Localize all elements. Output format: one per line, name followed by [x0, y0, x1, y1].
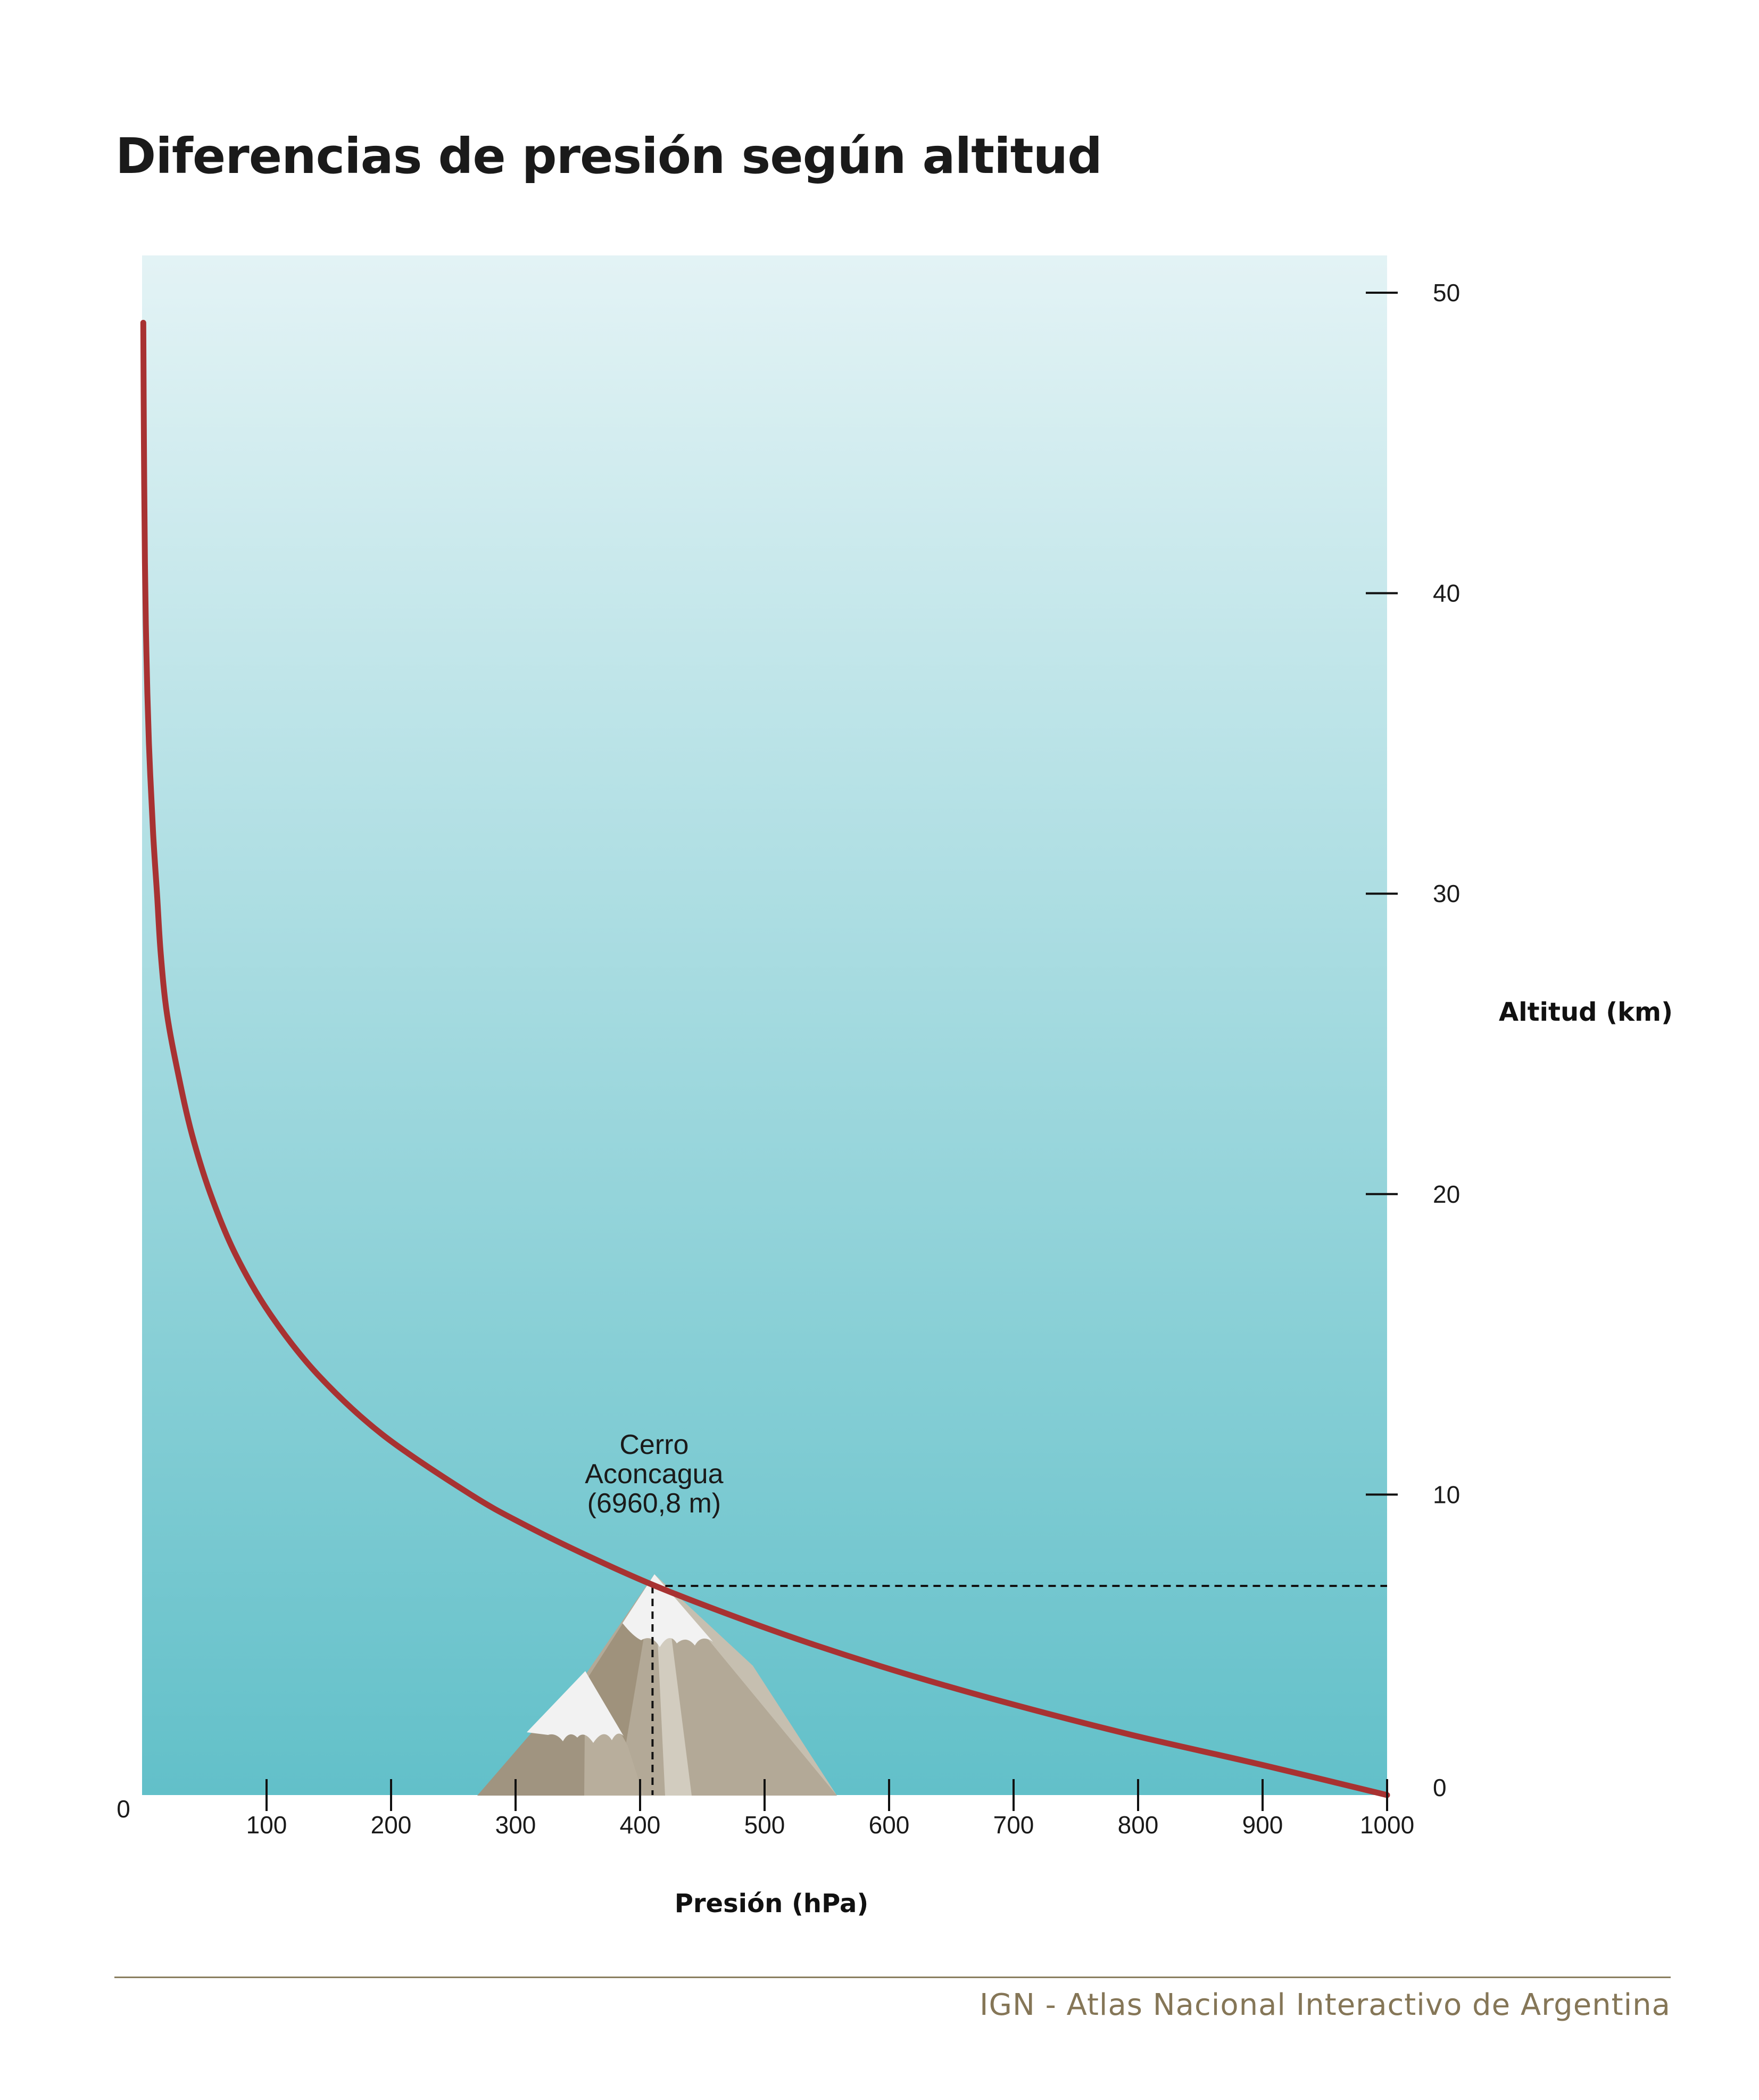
- snow-cap-main: [623, 1574, 713, 1647]
- y-axis-title: Altitud (km): [1499, 997, 1673, 1027]
- annotation-line: (6960,8 m): [587, 1488, 721, 1519]
- plot-background: [142, 255, 1387, 1795]
- x-tick-label: 800: [1118, 1811, 1159, 1839]
- y-tick-label: 50: [1433, 279, 1460, 307]
- annotation-line: Aconcagua: [585, 1459, 723, 1490]
- annotation-line: Cerro: [619, 1429, 688, 1460]
- y-tick-label: 20: [1433, 1180, 1460, 1208]
- pressure-curve-0: [140, 320, 1390, 1798]
- x-tick-label: 0: [117, 1795, 130, 1823]
- y-tick-label: 0: [1433, 1774, 1447, 1801]
- y-tick-label: 30: [1433, 880, 1460, 907]
- chart-title: Diferencias de presión según altitud: [115, 128, 1102, 185]
- x-tick-label: 900: [1242, 1811, 1283, 1839]
- x-tick-label: 600: [869, 1811, 910, 1839]
- mountain-illustration: [477, 1574, 837, 1796]
- y-tick-label: 40: [1433, 580, 1460, 607]
- x-tick-label: 1000: [1360, 1811, 1414, 1839]
- x-tick-label: 700: [993, 1811, 1034, 1839]
- y-tick-label: 10: [1433, 1481, 1460, 1508]
- x-tick-label: 100: [246, 1811, 287, 1839]
- source-credit: IGN - Atlas Nacional Interactivo de Arge…: [980, 1988, 1671, 2022]
- footer-divider: [114, 1977, 1671, 1978]
- aconcagua-annotation: Cerro Aconcagua (6960,8 m): [585, 1429, 723, 1519]
- x-tick-label: 400: [620, 1811, 661, 1839]
- chart-marks: [140, 320, 1390, 1798]
- x-tick-label: 500: [744, 1811, 785, 1839]
- axis-ticks: 0 100 200 300 400 500 600 700 800 900 1000 0 10 20 30 4…: [117, 279, 1460, 1839]
- snow-cap-small: [527, 1671, 624, 1743]
- x-tick-label: 300: [495, 1811, 536, 1839]
- x-tick-label: 200: [371, 1811, 412, 1839]
- x-axis-title: Presión (hPa): [675, 1889, 869, 1919]
